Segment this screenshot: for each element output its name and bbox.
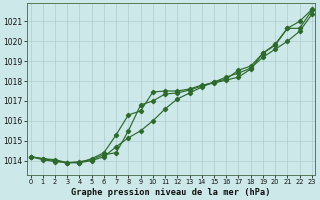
X-axis label: Graphe pression niveau de la mer (hPa): Graphe pression niveau de la mer (hPa) — [71, 188, 271, 197]
